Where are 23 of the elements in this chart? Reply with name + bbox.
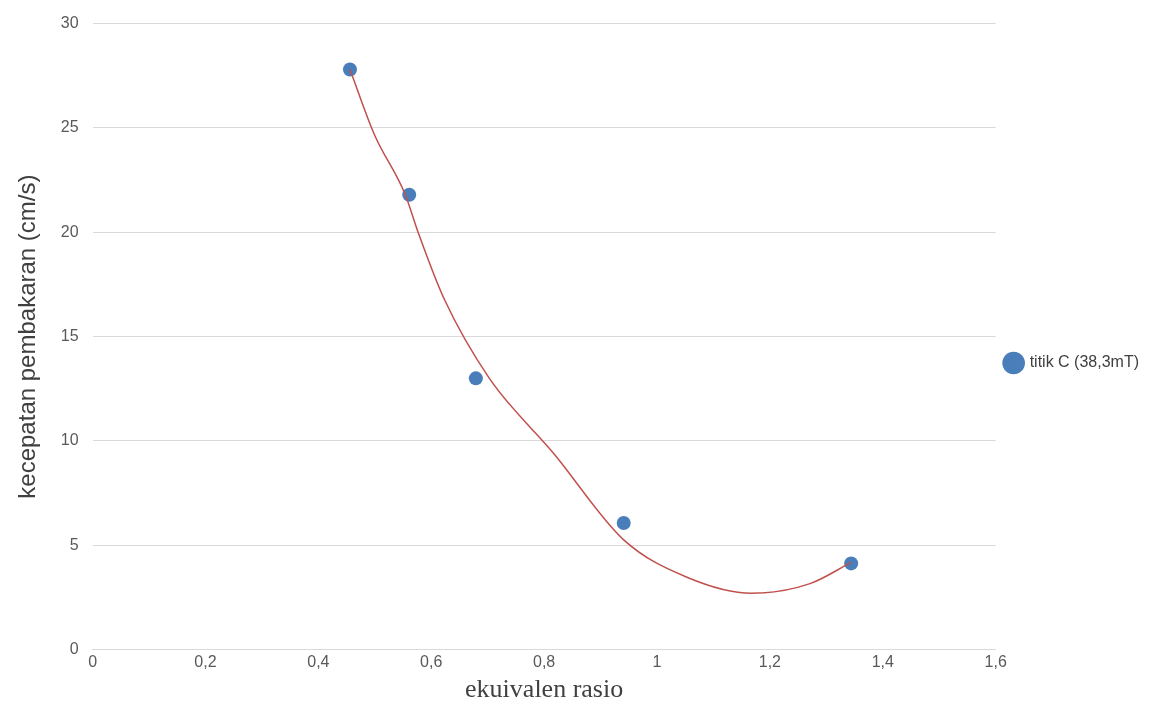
x-tick-label: 0,8	[533, 652, 556, 670]
point	[342, 62, 357, 77]
point	[468, 371, 483, 386]
y-tick-label: 0	[69, 640, 79, 658]
point	[616, 515, 631, 530]
point	[844, 556, 859, 571]
y-tick-label: 10	[60, 431, 79, 449]
y-tick-label: 5	[69, 535, 79, 553]
x-tick-label: 0,4	[307, 652, 330, 670]
y-tick-label: 30	[60, 14, 79, 32]
x-tick-label: 1,2	[758, 652, 782, 670]
x-tick-label: 1,6	[984, 652, 1007, 670]
y-tick-label: 15	[60, 327, 79, 345]
legend-label: titik C (38,3mT)	[1029, 353, 1139, 371]
y-tick-label: 20	[60, 222, 79, 240]
x-tick-label: 1	[652, 652, 662, 670]
x-tick-label: 0	[88, 652, 98, 670]
x-tick-label: 0,2	[194, 652, 217, 670]
x-tick-label: 0,6	[420, 652, 443, 670]
x-tick-label: 1,4	[871, 652, 894, 670]
y-axis-title: kecepatan pembakaran (cm/s)	[13, 174, 41, 499]
x-axis-title: ekuivalen rasio	[465, 674, 624, 704]
y-tick-label: 25	[60, 118, 79, 136]
